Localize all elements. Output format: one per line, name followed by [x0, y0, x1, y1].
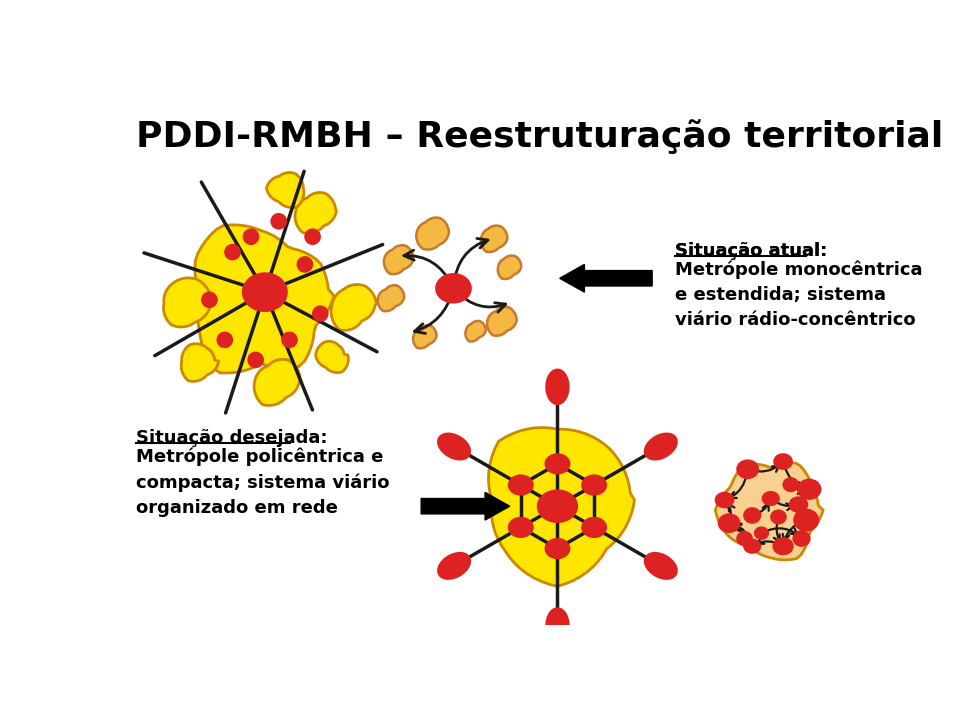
Ellipse shape [794, 531, 809, 545]
Ellipse shape [313, 307, 327, 321]
Polygon shape [498, 256, 521, 279]
Text: Metrópole monocêntrica
e estendida; sistema
viário rádio-concêntrico: Metrópole monocêntrica e estendida; sist… [675, 260, 923, 329]
Polygon shape [481, 225, 508, 252]
Ellipse shape [437, 274, 470, 302]
Ellipse shape [272, 214, 286, 228]
Ellipse shape [218, 333, 231, 347]
Polygon shape [316, 341, 348, 373]
Ellipse shape [775, 455, 792, 468]
Ellipse shape [774, 538, 792, 554]
Polygon shape [163, 278, 211, 327]
Ellipse shape [546, 609, 568, 642]
Ellipse shape [790, 498, 807, 512]
Ellipse shape [745, 540, 760, 552]
Text: PDDI-RMBH – Reestruturação territorial: PDDI-RMBH – Reestruturação territorial [136, 119, 944, 154]
Ellipse shape [243, 274, 286, 310]
Ellipse shape [645, 434, 677, 459]
Polygon shape [715, 463, 823, 560]
Polygon shape [413, 325, 437, 348]
Ellipse shape [282, 333, 297, 347]
Text: Metrópole policêntrica e
compacta; sistema viário
organizado em rede: Metrópole policêntrica e compacta; siste… [136, 448, 390, 517]
Ellipse shape [439, 553, 469, 578]
Ellipse shape [716, 493, 733, 507]
Ellipse shape [546, 539, 569, 558]
Ellipse shape [745, 508, 760, 522]
Ellipse shape [546, 370, 568, 404]
Ellipse shape [783, 479, 798, 491]
Ellipse shape [298, 258, 312, 272]
Polygon shape [195, 225, 334, 373]
Ellipse shape [737, 532, 752, 545]
Text: Situação desejada:: Situação desejada: [136, 429, 327, 447]
Ellipse shape [756, 528, 768, 538]
Ellipse shape [583, 476, 606, 494]
Polygon shape [266, 173, 304, 208]
FancyArrow shape [421, 492, 510, 520]
Ellipse shape [439, 434, 469, 459]
Ellipse shape [249, 353, 262, 367]
Polygon shape [295, 192, 336, 233]
Polygon shape [417, 218, 449, 250]
Polygon shape [487, 307, 516, 336]
Text: Situação atual:: Situação atual: [675, 242, 828, 260]
FancyArrow shape [560, 265, 652, 292]
Ellipse shape [226, 245, 239, 259]
Ellipse shape [772, 511, 785, 523]
Ellipse shape [509, 476, 533, 494]
Polygon shape [254, 359, 300, 406]
Ellipse shape [509, 518, 533, 536]
Ellipse shape [203, 293, 216, 307]
Polygon shape [377, 285, 404, 311]
Ellipse shape [799, 480, 820, 498]
Text: Situação atual:: Situação atual: [675, 242, 828, 260]
Ellipse shape [645, 553, 677, 578]
Polygon shape [181, 344, 219, 381]
Ellipse shape [795, 510, 818, 530]
Ellipse shape [539, 491, 577, 522]
Ellipse shape [763, 492, 779, 505]
Ellipse shape [546, 455, 569, 473]
Ellipse shape [305, 230, 320, 244]
Ellipse shape [719, 515, 739, 531]
Polygon shape [489, 428, 635, 586]
Polygon shape [331, 284, 376, 331]
Polygon shape [466, 321, 486, 341]
Ellipse shape [737, 461, 757, 477]
Polygon shape [384, 245, 414, 274]
Ellipse shape [583, 518, 606, 536]
Ellipse shape [244, 230, 258, 244]
